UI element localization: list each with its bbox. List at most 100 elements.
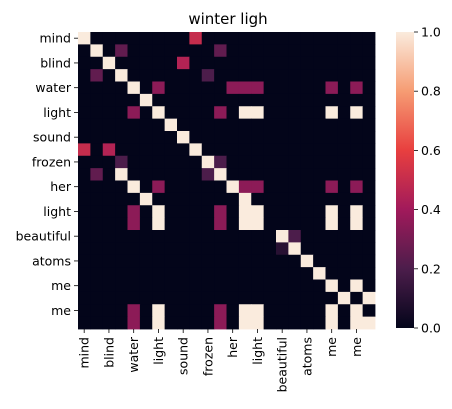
heatmap-cell [164,44,178,58]
heatmap-cell [337,44,351,58]
heatmap-cell [300,304,314,318]
heatmap-cell [251,180,265,194]
heatmap-cell [300,242,314,256]
heatmap-cell [201,168,215,181]
heatmap-cell [325,242,339,256]
heatmap-cell [115,168,128,181]
heatmap-cell [350,291,364,305]
heatmap-cell [90,143,104,157]
x-tick-label: atoms [299,337,314,376]
heatmap-cell [337,217,351,231]
heatmap-cell [238,155,252,169]
heatmap-cell [362,106,376,120]
heatmap-cell [288,254,302,268]
heatmap-cell [214,32,227,45]
heatmap-cell [288,180,302,194]
heatmap-cell [177,118,190,132]
heatmap-cell [152,56,166,70]
heatmap-cell [313,143,326,157]
heatmap-cell [276,131,289,144]
heatmap-cell [300,106,314,120]
heatmap-cell [152,69,166,82]
heatmap-cell [325,81,339,95]
heatmap-cell [139,267,153,280]
heatmap-cell [226,180,240,194]
heatmap-cell [177,230,190,243]
heatmap-cell [238,279,252,293]
heatmap-cell [177,291,190,305]
heatmap-cell [177,44,190,58]
heatmap-cell [90,155,104,169]
heatmap-cell [300,81,314,95]
heatmap-cell [337,267,351,280]
heatmap-cell [350,316,364,330]
heatmap-cell [139,168,153,181]
heatmap-cell [90,316,104,330]
heatmap-cell [115,131,128,144]
heatmap-cell [350,254,364,268]
heatmap-cell [226,143,240,157]
heatmap-cell [164,242,178,256]
x-tick-label: beautiful [275,337,290,392]
heatmap-cell [263,81,277,95]
heatmap-cell [362,118,376,132]
heatmap-cell [337,69,351,82]
heatmap-cell [189,44,203,58]
heatmap-cell [313,291,326,305]
heatmap-cell [78,279,91,293]
heatmap-cell [276,217,289,231]
heatmap-cell [337,143,351,157]
heatmap-cell [189,242,203,256]
heatmap-cell [325,143,339,157]
heatmap-cell [201,304,215,318]
heatmap-cell [127,118,141,132]
heatmap-cell [201,69,215,82]
heatmap-cell [263,168,277,181]
heatmap-cell [226,304,240,318]
heatmap-cell [337,106,351,120]
heatmap-cell [90,180,104,194]
heatmap-cell [127,106,141,120]
heatmap-cell [288,32,302,45]
heatmap-cell [350,81,364,95]
heatmap-cell [238,81,252,95]
heatmap-cell [350,168,364,181]
heatmap-cell [300,93,314,107]
heatmap-cell [102,217,116,231]
heatmap-cell [288,56,302,70]
heatmap-cell [238,304,252,318]
heatmap-cell [288,168,302,181]
heatmap-cell [226,118,240,132]
x-tick-label: me [324,337,339,357]
heatmap-cell [300,217,314,231]
heatmap-cell [288,205,302,219]
heatmap-cell [177,93,190,107]
heatmap-cell [362,230,376,243]
heatmap-cell [238,131,252,144]
heatmap-cell [102,69,116,82]
heatmap-cell [350,180,364,194]
heatmap-cell [78,143,91,157]
heatmap-cell [139,32,153,45]
heatmap-cell [362,304,376,318]
heatmap-cell [201,217,215,231]
heatmap-cell [139,316,153,330]
heatmap-cell [251,118,265,132]
heatmap-cell [115,230,128,243]
heatmap-cell [214,44,227,58]
heatmap-cell [226,230,240,243]
heatmap-cell [288,69,302,82]
heatmap-cell [214,291,227,305]
heatmap-cell [337,32,351,45]
heatmap-cell [226,242,240,256]
heatmap-cell [127,267,141,280]
heatmap-cell [201,279,215,293]
heatmap-cell [189,155,203,169]
heatmap-cell [325,93,339,107]
heatmap-cell [300,131,314,144]
heatmap-cell [337,155,351,169]
heatmap-cell [325,279,339,293]
heatmap-cell [226,93,240,107]
heatmap-cell [300,254,314,268]
